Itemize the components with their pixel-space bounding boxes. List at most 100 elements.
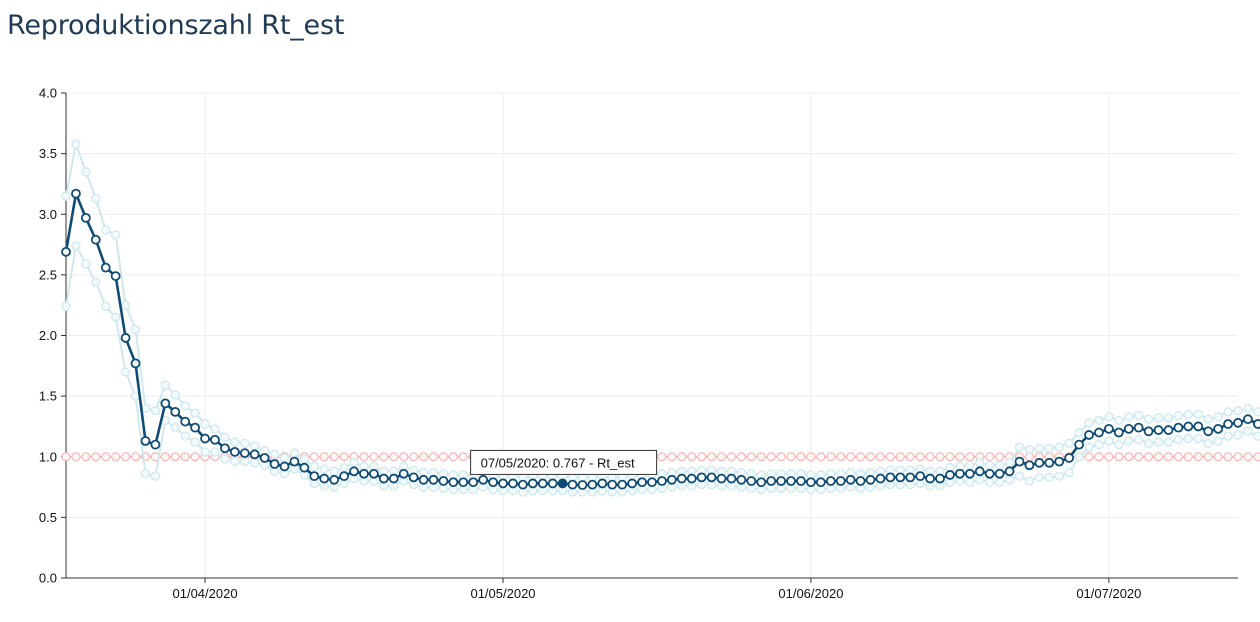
lower-bound-point [1163,437,1174,447]
lower-bound-point [965,477,975,487]
lower-bound-point [1114,439,1124,450]
threshold-point [81,452,91,462]
threshold-point [1243,452,1253,462]
threshold-point [697,452,707,462]
threshold-point [458,452,468,462]
threshold-point [965,452,975,462]
threshold-point [687,452,697,462]
lower-bound-point [71,241,81,251]
rt-est-point [368,468,379,479]
upper-bound-point [994,460,1005,470]
rt-est-point [1193,421,1204,432]
rt-est-point [736,474,747,485]
rt-est-point [508,478,518,489]
threshold-point [438,452,449,462]
threshold-point [846,452,856,462]
upper-bound-point [1213,412,1223,422]
rt-est-point [1173,422,1184,433]
rt-est-point [1133,422,1144,433]
upper-bound-point [1134,410,1144,421]
rt-est-point [249,449,260,460]
threshold-point [389,452,399,462]
threshold-point [1203,452,1213,462]
threshold-point [985,452,995,462]
threshold-point [945,452,955,462]
lower-bound-point [1243,426,1253,436]
grid-lines [66,92,1238,578]
rt-est-point [547,478,558,489]
y-tick-label: 0.5 [39,510,57,525]
lower-bound-point [1253,431,1260,441]
threshold-point [756,452,766,462]
rt-est-point [438,476,449,486]
upper-bound-point [101,225,111,235]
highlighted-point [557,478,568,489]
lower-bound-point [1104,436,1114,446]
lower-bound-point [240,456,250,467]
rt-est-point [666,474,677,485]
upper-bound-point [279,453,290,463]
rt-est-point [418,474,429,485]
rt-est-point [786,476,796,486]
y-tick-label: 3.0 [39,207,57,222]
rt-est-point [686,473,697,484]
threshold-point [1173,452,1184,462]
upper-bound-point [965,460,975,470]
rt-est-point [309,471,320,482]
rt-est-point [329,474,340,485]
lower-bound-point [1024,476,1035,486]
rt-est-point [170,406,181,417]
rt-est-point [279,461,290,472]
rt-est-point [726,473,737,484]
upper-bound-point [1024,444,1035,455]
lower-bound-point [975,475,985,485]
rt-est-point [408,472,419,483]
threshold-point [120,452,131,462]
lower-bound-point [120,367,131,377]
upper-bound-point [240,438,250,449]
upper-bound-point [1004,458,1015,468]
lower-bound-point [1173,435,1184,445]
rt-est-point [80,212,91,223]
rt-est-point [806,477,816,488]
upper-bound-point [289,448,300,458]
threshold-point [190,452,200,462]
threshold-point [786,452,796,462]
rt-est-point [1163,425,1174,435]
rt-est-point [339,471,350,482]
rt-est-point [835,476,846,486]
rt-est-point [796,476,806,486]
rt-est-point [1153,425,1164,435]
rt-est-point [71,188,81,199]
rt-est-point [359,468,369,479]
upper-bound-point [329,466,339,476]
threshold-point [736,452,746,462]
rt-est-point [716,473,727,484]
threshold-point [61,452,71,462]
rt-est-point [865,474,876,485]
threshold-point [746,452,756,462]
y-tick-label: 2.5 [39,267,57,282]
rt-est-point [527,478,538,489]
lower-bound-point [1134,435,1144,445]
upper-bound-point [1193,409,1203,419]
threshold-point [925,452,935,462]
rt-est-point [1074,439,1084,450]
threshold-point [1253,452,1260,462]
upper-bound-point [170,390,180,400]
threshold-point [1134,452,1144,462]
threshold-point [339,452,349,462]
rt-est-point [935,473,945,484]
rt-est-point [597,478,608,489]
threshold-point [379,452,389,462]
rt-est-point [428,474,439,485]
rt-est-point [706,472,717,483]
threshold-point [955,452,965,462]
lower-bound-point [1054,471,1064,481]
rt-est-point [577,480,588,490]
axes: 0.0 0.5 1.0 1.5 2.0 2.5 3.0 3.5 4.0 01/04/2020 01/… [39,86,1238,601]
rt-est-point [259,453,270,463]
lower-bound-point [994,477,1005,487]
threshold-point [667,452,677,462]
